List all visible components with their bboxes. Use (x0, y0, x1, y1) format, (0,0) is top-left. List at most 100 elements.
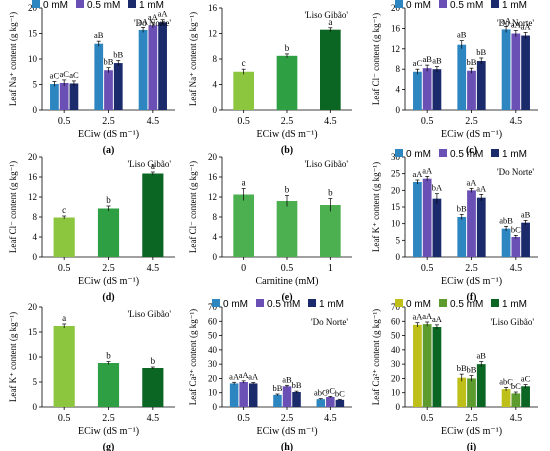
legend-swatch (76, 0, 84, 8)
significance-letter: bB (292, 380, 302, 390)
cultivar-label: 'Liso Gibão' (128, 159, 172, 169)
bar-a-s2-c1 (113, 63, 123, 110)
significance-letter: c (242, 58, 246, 68)
significance-letter: abC (314, 388, 328, 398)
significance-letter: aC (326, 385, 336, 395)
cultivar-label: 'Liso Gibão' (305, 159, 349, 169)
y-tick-label: 60 (391, 316, 401, 326)
bar-e-s0-c2 (320, 205, 341, 257)
significance-letter: c (62, 205, 66, 215)
significance-letter: aB (457, 30, 467, 40)
y-tick-label: 25 (391, 169, 401, 179)
significance-letter: bB (457, 203, 467, 213)
significance-letter: aA (248, 371, 259, 381)
x-axis-label: ECiw (dS m⁻¹) (441, 276, 502, 287)
significance-letter: a (151, 161, 155, 171)
y-tick-label: 4 (33, 232, 38, 242)
significance-letter: aA (138, 16, 149, 26)
x-tick-label: 0.5 (421, 116, 434, 127)
y-axis-label: Leaf K⁺ content (g kg⁻¹) (8, 312, 18, 402)
x-axis-label: ECiw (dS m⁻¹) (78, 426, 139, 437)
y-tick-label: 4 (396, 85, 401, 95)
bar-i-s1-c2 (511, 393, 521, 407)
legend-swatch (256, 299, 264, 307)
bar-a-s1-c1 (104, 70, 113, 110)
significance-letter: a (242, 178, 246, 188)
x-tick-label: 4.5 (510, 263, 523, 274)
bar-b-s0-c2 (320, 29, 341, 110)
bar-i-s2-c2 (521, 386, 530, 407)
y-tick-label: 8 (396, 64, 401, 74)
legend-label: 0 mM (223, 299, 248, 310)
bar-c-s0-c1 (457, 44, 467, 110)
y-tick-label: 0 (33, 402, 38, 412)
legend-label: 1 mM (319, 299, 344, 310)
significance-letter: aA (412, 169, 423, 179)
legend: 0 mM 0.5 mM 1 mM (395, 149, 527, 160)
x-tick-label: 2.5 (102, 116, 115, 127)
y-tick-label: 20 (391, 373, 401, 383)
cultivar-label: 'Do Norte' (497, 18, 534, 28)
y-tick-label: 4 (213, 80, 218, 90)
y-tick-label: 0 (396, 402, 401, 412)
bar-i-s2-c0 (432, 327, 442, 407)
significance-letter: bB (467, 57, 477, 67)
y-tick-label: 50 (391, 331, 401, 341)
y-tick-label: 0 (213, 402, 218, 412)
x-axis-label: ECiw (dS m⁻¹) (256, 129, 317, 140)
y-tick-label: 10 (28, 352, 38, 362)
bar-i-s0-c1 (457, 377, 467, 407)
y-tick-label: 20 (391, 185, 401, 195)
bar-f-s2-c0 (432, 198, 442, 257)
significance-letter: b (285, 43, 290, 53)
x-tick-label: 0 (241, 263, 246, 274)
x-tick-label: 2.5 (281, 413, 294, 424)
bar-f-s1-c1 (467, 190, 476, 257)
y-tick-label: 10 (391, 219, 401, 229)
y-tick-label: 12 (28, 192, 37, 202)
legend-label: 0.5 mM (450, 149, 483, 160)
bar-f-s2-c1 (476, 197, 486, 257)
bar-d-s0-c1 (97, 208, 120, 257)
legend-label: 0 mM (406, 0, 431, 11)
y-tick-label: 8 (33, 212, 38, 222)
bar-f-s0-c2 (501, 228, 511, 257)
legend-swatch (491, 0, 499, 8)
legend-swatch (32, 0, 40, 8)
bar-h-s2-c2 (335, 399, 345, 407)
significance-letter: aB (282, 374, 292, 384)
bar-i-s1-c0 (422, 324, 432, 407)
significance-letter: aA (511, 19, 522, 29)
legend-label: 0 mM (406, 299, 431, 310)
significance-letter: bB (113, 50, 123, 60)
x-tick-label: 4.5 (147, 263, 160, 274)
x-tick-label: 0.5 (421, 263, 434, 274)
x-tick-label: 0.5 (237, 116, 250, 127)
y-axis-label: Leaf Ca²⁺ content (g kg⁻¹) (371, 309, 381, 405)
legend-swatch (439, 149, 447, 157)
x-axis-label: ECiw (dS m⁻¹) (256, 426, 317, 437)
significance-letter: aA (467, 177, 478, 187)
x-tick-label: 0.5 (281, 263, 294, 274)
y-tick-label: 15 (28, 29, 38, 39)
x-tick-label: 2.5 (465, 263, 478, 274)
y-tick-label: 20 (28, 302, 38, 312)
y-tick-label: 8 (213, 212, 218, 222)
x-tick-label: 2.5 (465, 116, 478, 127)
x-axis-label: ECiw (dS m⁻¹) (441, 426, 502, 437)
y-tick-label: 20 (208, 152, 218, 162)
legend-swatch (395, 149, 403, 157)
x-tick-label: 0.5 (237, 413, 250, 424)
significance-letter: aA (412, 312, 423, 322)
y-tick-label: 16 (208, 3, 218, 13)
significance-letter: bC (511, 381, 521, 391)
x-tick-label: 4.5 (510, 116, 523, 127)
significance-letter: aA (148, 12, 159, 22)
y-tick-label: 15 (391, 202, 401, 212)
x-axis-label: Carnitine (mM) (255, 276, 318, 287)
bar-d-s0-c2 (142, 173, 164, 257)
legend-label: 0.5 mM (450, 0, 483, 11)
significance-letter: bC (511, 224, 521, 234)
panel-label: (b) (281, 145, 293, 156)
significance-letter: aC (413, 58, 423, 68)
